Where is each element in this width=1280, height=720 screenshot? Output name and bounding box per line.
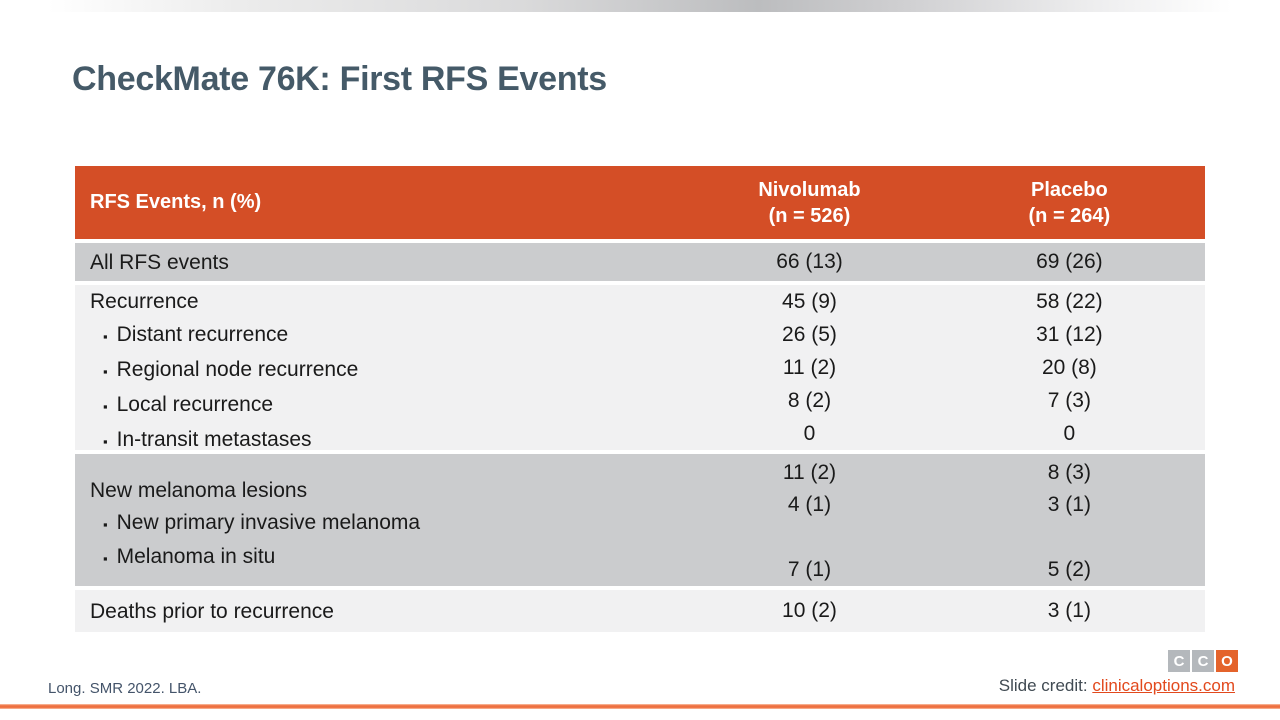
- header-rfs-events-label: RFS Events, n (%): [90, 191, 262, 213]
- row-label: ▪ Regional node recurrence: [75, 353, 685, 388]
- recurrence-nivolumab-values: 45 (9) 26 (5) 11 (2) 8 (2) 0: [685, 285, 934, 458]
- cell-placebo-value: 3 (1): [1047, 599, 1091, 622]
- cell-placebo-value: 8 (3): [1047, 461, 1091, 484]
- placebo-n: (n = 264): [1028, 204, 1111, 227]
- row-label-text: New primary invasive melanoma: [116, 511, 421, 534]
- credit-label: Slide credit:: [998, 676, 1093, 695]
- bottom-accent-line: [0, 704, 1280, 709]
- bullet-icon: ▪: [103, 551, 108, 566]
- nivolumab-n: (n = 526): [768, 204, 851, 227]
- nivolumab-name: Nivolumab: [758, 178, 861, 201]
- row-label: ▪ In-transit metastases: [75, 423, 685, 458]
- bullet-icon: ▪: [103, 399, 108, 414]
- bullet-icon: ▪: [103, 364, 108, 379]
- cell-nivolumab-value: 66 (13): [776, 250, 843, 273]
- header-cell-nivolumab: Nivolumab (n = 526): [685, 166, 934, 239]
- cell-nivolumab-value: 4 (1): [787, 493, 832, 516]
- bullet-icon: ▪: [103, 517, 108, 532]
- row-label-text: Local recurrence: [116, 393, 274, 416]
- cco-logo: C C O: [1168, 650, 1238, 672]
- new-melanoma-placebo-values: 8 (3) 3 (1) 5 (2): [934, 454, 1205, 586]
- row-label: ▪ New primary invasive melanoma: [75, 507, 685, 541]
- row-label: ▪ Local recurrence: [75, 388, 685, 423]
- row-label-text: All RFS events: [90, 250, 229, 274]
- row-label-text: New melanoma lesions: [90, 479, 308, 502]
- row-label-text: In-transit metastases: [116, 428, 312, 451]
- cell-placebo-value: 5 (2): [1047, 558, 1091, 581]
- header-cell-placebo: Placebo (n = 264): [934, 166, 1205, 239]
- table-section-recurrence: Recurrence ▪ Distant recurrence ▪ Regional…: [75, 285, 1205, 451]
- table-header-row: RFS Events, n (%) Nivolumab (n = 526) Pl…: [75, 166, 1205, 239]
- cell-placebo-value: 7 (3): [1047, 389, 1091, 412]
- citation: Long. SMR 2022. LBA.: [48, 680, 202, 697]
- slide-credit: Slide credit: clinicaloptions.com: [999, 676, 1235, 696]
- cell-placebo-value: 69 (26): [1036, 250, 1103, 273]
- row-label: New melanoma lesions: [75, 475, 685, 507]
- row-label-text: Deaths prior to recurrence: [90, 599, 334, 623]
- placebo-name: Placebo: [1031, 178, 1108, 201]
- row-label-text: Regional node recurrence: [116, 358, 359, 381]
- cell-placebo-value: 20 (8): [1041, 356, 1097, 379]
- row-label: Deaths prior to recurrence: [75, 595, 685, 628]
- cell-nivolumab-value: 0: [803, 422, 816, 445]
- cco-logo-square-c2: C: [1192, 650, 1214, 672]
- credit-link[interactable]: clinicaloptions.com: [1092, 676, 1235, 695]
- cell-nivolumab-value: 8 (2): [787, 389, 832, 412]
- row-label: Recurrence: [75, 285, 685, 318]
- row-label: ▪ Distant recurrence: [75, 318, 685, 353]
- rfs-events-table: RFS Events, n (%) Nivolumab (n = 526) Pl…: [75, 166, 1205, 632]
- cell-placebo-value: 31 (12): [1036, 323, 1103, 346]
- table-row-all-rfs-events: All RFS events 66 (13) 69 (26): [75, 243, 1205, 281]
- row-label-text: Melanoma in situ: [116, 545, 276, 568]
- row-label: All RFS events: [75, 246, 685, 279]
- cco-logo-square-o: O: [1216, 650, 1238, 672]
- bullet-icon: ▪: [103, 329, 108, 344]
- cell-nivolumab-value: 10 (2): [782, 599, 837, 622]
- cell-nivolumab-value: 26 (5): [782, 323, 837, 346]
- cell-nivolumab-value: 11 (2): [782, 461, 837, 484]
- bullet-icon: ▪: [103, 434, 108, 449]
- cell-nivolumab-value: 7 (1): [787, 558, 832, 581]
- cell-nivolumab-value: 45 (9): [782, 290, 837, 313]
- new-melanoma-nivolumab-values: 11 (2) 4 (1) 7 (1): [685, 454, 934, 586]
- table-row-deaths: Deaths prior to recurrence 10 (2) 3 (1): [75, 590, 1205, 632]
- cco-logo-square-c1: C: [1168, 650, 1190, 672]
- header-cell-rfs-events: RFS Events, n (%): [75, 166, 685, 239]
- new-melanoma-labels: New melanoma lesions ▪ New primary invasi…: [75, 454, 685, 586]
- cell-nivolumab-value: 11 (2): [782, 356, 837, 379]
- recurrence-placebo-values: 58 (22) 31 (12) 20 (8) 7 (3) 0: [934, 285, 1205, 458]
- row-label-text: Recurrence: [90, 290, 199, 313]
- row-label: ▪ Melanoma in situ: [75, 541, 685, 575]
- slide-title: CheckMate 76K: First RFS Events: [72, 60, 607, 98]
- cell-placebo-value: 58 (22): [1036, 290, 1103, 313]
- row-label-text: Distant recurrence: [116, 323, 289, 346]
- top-gradient-bar: [48, 0, 1232, 12]
- cell-placebo-value: 0: [1063, 422, 1076, 445]
- cell-placebo-value: 3 (1): [1047, 493, 1091, 516]
- table-section-new-melanoma: New melanoma lesions ▪ New primary invasi…: [75, 454, 1205, 586]
- recurrence-labels: Recurrence ▪ Distant recurrence ▪ Regional…: [75, 285, 685, 458]
